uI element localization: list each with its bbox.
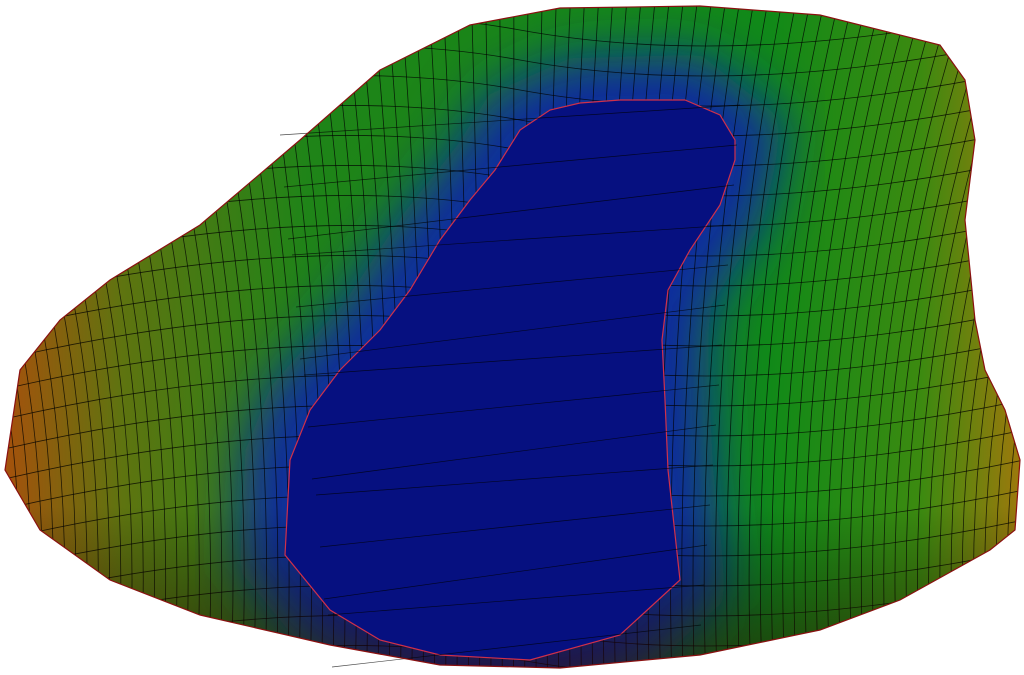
mesh-line [995,6,1020,668]
mesh-line [5,6,32,668]
mesh-line [283,144,738,188]
mesh-line [1006,6,1020,668]
mesh-line [299,304,726,360]
mesh-line [291,224,732,256]
mesh-line [973,6,1020,668]
mesh-line [295,264,729,308]
mesh-line [5,6,10,668]
mesh-line [315,464,714,496]
mesh-line [327,584,705,616]
inner-mesh [279,104,741,668]
mesh-line [5,6,21,668]
mesh-line [5,6,43,668]
mesh-line [279,104,741,136]
mesh-line [307,384,720,428]
mesh-line [323,544,708,600]
mesh-line [319,504,711,548]
mesh-line [287,184,735,240]
outline [4,5,1021,669]
mesh-line [331,624,702,668]
mesh-line [984,6,1020,668]
mesh-line [303,344,723,376]
mesh-line [311,424,717,480]
